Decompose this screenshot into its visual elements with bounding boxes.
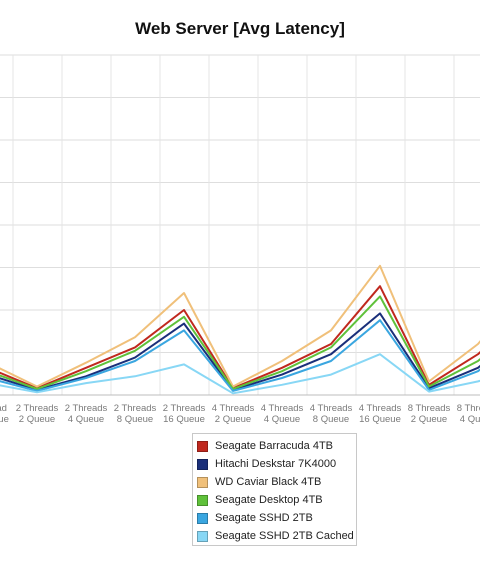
legend-item: Hitachi Deskstar 7K4000 [197, 455, 356, 473]
x-tick-label-line1: 4 Threads [212, 403, 255, 414]
x-tick-label: 8 Threads 2 Queue [408, 403, 451, 425]
x-tick-label: 4 Threads 16 Queue [359, 403, 402, 425]
x-tick-label-line2: 4 Queue [460, 414, 480, 425]
x-tick-label-line2: 2 Queue [215, 414, 251, 425]
legend-item: Seagate SSHD 2TB Cached [197, 527, 356, 545]
x-tick-label: 2 Threads 8 Queue [114, 403, 157, 425]
x-tick-label: 1 Thread16 Queue [0, 403, 9, 425]
x-tick-label-line1: 8 Threads [408, 403, 451, 414]
legend-label: Seagate Desktop 4TB [215, 494, 323, 506]
x-tick-label-line2: 8 Queue [117, 414, 153, 425]
chart-legend: Seagate Barracuda 4TB Hitachi Deskstar 7K… [192, 433, 357, 546]
series-line-4 [0, 295, 480, 390]
x-tick-label-line1: 2 Threads [114, 403, 157, 414]
x-tick-label-line2: 16 Queue [0, 414, 9, 425]
series-line-5 [0, 319, 480, 392]
x-tick-label-line2: 2 Queue [411, 414, 447, 425]
x-tick-label: 4 Threads 8 Queue [310, 403, 353, 425]
x-tick-label-line1: 4 Threads [310, 403, 353, 414]
x-tick-label-line1: 4 Threads [261, 403, 304, 414]
series-line-3 [0, 264, 480, 388]
x-tick-label: 2 Threads 2 Queue [16, 403, 59, 425]
x-tick-label-line2: 16 Queue [163, 414, 205, 425]
x-tick-label-line2: 4 Queue [68, 414, 104, 425]
x-tick-label: 4 Threads 4 Queue [261, 403, 304, 425]
series-line-2 [0, 312, 480, 391]
series-line-6 [0, 353, 480, 395]
legend-item: Seagate Barracuda 4TB [197, 437, 356, 455]
legend-swatch [197, 476, 208, 488]
x-tick-label-line1: 1 Thread [0, 403, 7, 414]
x-tick-label: 4 Threads 2 Queue [212, 403, 255, 425]
legend-item: Seagate SSHD 2TB [197, 509, 356, 527]
legend-label: Seagate SSHD 2TB Cached [215, 530, 354, 542]
legend-label: Hitachi Deskstar 7K4000 [215, 458, 337, 470]
x-tick-label-line2: 8 Queue [313, 414, 349, 425]
x-tick-label-line1: 8 Threads [457, 403, 480, 414]
legend-label: WD Caviar Black 4TB [215, 476, 322, 488]
legend-swatch [197, 458, 208, 470]
x-tick-label-line2: 4 Queue [264, 414, 300, 425]
legend-swatch [197, 530, 208, 542]
chart-title: Web Server [Avg Latency] [135, 19, 345, 38]
x-tick-label: 2 Threads 16 Queue [163, 403, 206, 425]
legend-swatch [197, 512, 208, 524]
legend-label: Seagate SSHD 2TB [215, 512, 313, 524]
x-tick-label-line1: 2 Threads [65, 403, 108, 414]
x-tick-label-line2: 2 Queue [19, 414, 55, 425]
x-tick-label-line1: 2 Threads [163, 403, 206, 414]
x-tick-label-line1: 2 Threads [16, 403, 59, 414]
x-tick-label-line1: 4 Threads [359, 403, 402, 414]
legend-swatch [197, 494, 208, 506]
series-line-1 [0, 285, 480, 390]
legend-item: WD Caviar Black 4TB [197, 473, 356, 491]
legend-swatch [197, 440, 208, 452]
x-tick-label-line2: 16 Queue [359, 414, 401, 425]
legend-label: Seagate Barracuda 4TB [215, 440, 334, 452]
legend-item: Seagate Desktop 4TB [197, 491, 356, 509]
x-tick-label: 2 Threads 4 Queue [65, 403, 108, 425]
